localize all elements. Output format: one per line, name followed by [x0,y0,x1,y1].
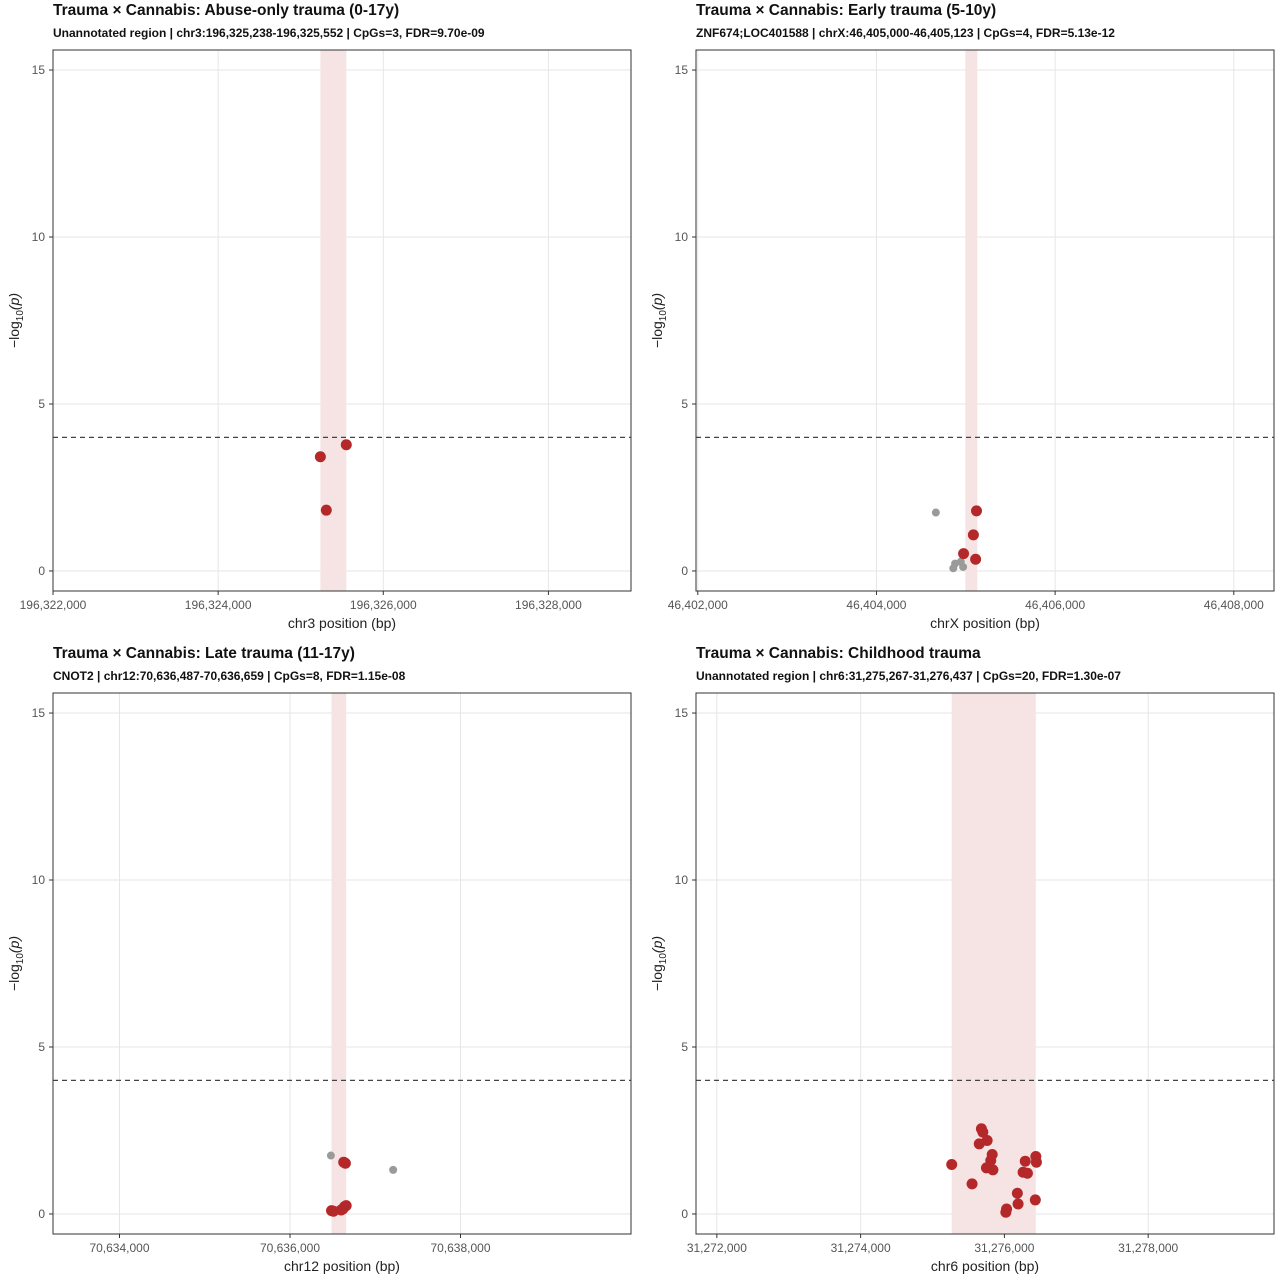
data-point-sig [339,1157,351,1169]
plot-frame [695,692,1275,1235]
data-point-sig [1021,1167,1033,1179]
data-point-sig [1019,1155,1031,1167]
y-tick-label: 15 [675,706,689,720]
x-tick-label: 196,322,000 [20,598,87,612]
x-tick-label: 196,324,000 [185,598,252,612]
scatter-plot: 0 5 10 15 31,272,000 31,274,000 31,276,000 31,2… [649,692,1275,1274]
data-point-sig [340,439,352,451]
x-tick-label: 70,634,000 [89,1241,149,1255]
x-tick-label: 196,326,000 [350,598,417,612]
y-tick-label: 0 [681,1207,688,1221]
plot-frame [52,49,632,592]
data-point-nonsig [389,1165,398,1174]
data-point-nonsig [959,562,968,571]
x-axis-label: chr12 position (bp) [284,1258,400,1274]
data-point-sig [1001,1203,1013,1215]
x-tick-label: 70,638,000 [430,1241,490,1255]
panel-subtitle: Unannotated region | chr6:31,275,267-31,… [696,669,1121,683]
data-point-sig [986,1149,998,1161]
data-point-sig [967,529,979,541]
data-point-sig [966,1178,978,1190]
data-point-nonsig [326,1151,335,1160]
y-tick-label: 5 [681,1040,688,1054]
panel-title: Trauma × Cannabis: Early trauma (5-10y) [696,2,997,19]
x-axis-label: chrX position (bp) [930,615,1040,631]
region-band [331,693,347,1234]
data-point-nonsig [931,508,940,517]
region-band [951,693,1036,1234]
y-axis-label: −log10(p) [649,293,669,348]
data-point-sig [987,1164,999,1176]
y-tick-label: 15 [32,706,46,720]
data-point-sig [1030,1156,1042,1168]
region-band [965,50,978,591]
scatter-plot: 0 5 10 15 196,322,000 196,324,000 196,326,000 1… [6,49,632,631]
y-tick-label: 10 [675,873,689,887]
panel-abuse-only: Trauma × Cannabis: Abuse-only trauma (0-… [0,0,640,639]
plot-frame [52,692,632,1235]
data-point-sig [981,1134,993,1146]
panel-late-trauma: Trauma × Cannabis: Late trauma (11-17y) … [0,643,640,1282]
x-tick-label: 31,272,000 [687,1241,747,1255]
y-tick-label: 15 [32,63,46,77]
y-axis-label: −log10(p) [6,293,26,348]
data-point-sig [946,1159,958,1171]
x-tick-label: 46,402,000 [668,598,728,612]
x-axis-label: chr6 position (bp) [931,1258,1039,1274]
y-axis-label: −log10(p) [6,936,26,991]
x-axis-label: chr3 position (bp) [288,615,396,631]
x-tick-label: 31,276,000 [974,1241,1034,1255]
panel-subtitle: Unannotated region | chr3:196,325,238-19… [53,26,485,40]
scatter-plot: 0 5 10 15 70,634,000 70,636,000 70,638,000 chr1… [6,692,632,1274]
data-point-sig [1012,1198,1024,1210]
y-tick-label: 5 [681,397,688,411]
region-band [320,50,347,591]
x-tick-label: 46,408,000 [1204,598,1264,612]
panel-title: Trauma × Cannabis: Late trauma (11-17y) [53,645,355,662]
x-tick-label: 31,278,000 [1118,1241,1178,1255]
data-point-sig [320,504,332,516]
y-tick-label: 0 [681,564,688,578]
y-tick-label: 10 [32,873,46,887]
panel-subtitle: ZNF674;LOC401588 | chrX:46,405,000-46,40… [696,26,1115,40]
panel-title: Trauma × Cannabis: Abuse-only trauma (0-… [53,2,400,19]
panel-title: Trauma × Cannabis: Childhood trauma [696,645,981,662]
y-tick-label: 0 [38,1207,45,1221]
y-tick-label: 5 [38,397,45,411]
scatter-plot: 0 5 10 15 46,402,000 46,404,000 46,406,000 46,4… [649,49,1275,631]
x-tick-label: 46,404,000 [846,598,906,612]
y-tick-label: 5 [38,1040,45,1054]
x-tick-label: 70,636,000 [260,1241,320,1255]
panel-early-trauma: Trauma × Cannabis: Early trauma (5-10y) … [643,0,1280,639]
data-point-sig [1029,1194,1041,1206]
plot-frame [695,49,1275,592]
data-point-sig [335,1204,347,1216]
data-point-sig [1011,1187,1023,1199]
y-tick-label: 15 [675,63,689,77]
data-point-sig [977,1126,989,1138]
data-point-sig [314,451,326,463]
y-tick-label: 0 [38,564,45,578]
panel-childhood-trauma: Trauma × Cannabis: Childhood trauma Unan… [643,643,1280,1282]
x-tick-label: 31,274,000 [831,1241,891,1255]
y-tick-label: 10 [675,230,689,244]
x-tick-label: 46,406,000 [1025,598,1085,612]
y-axis-label: −log10(p) [649,936,669,991]
data-point-sig [971,505,983,517]
data-point-sig [958,548,970,560]
data-point-nonsig [949,564,958,573]
x-tick-label: 196,328,000 [515,598,582,612]
data-point-sig [970,553,982,565]
y-tick-label: 10 [32,230,46,244]
panel-subtitle: CNOT2 | chr12:70,636,487-70,636,659 | Cp… [53,669,406,683]
